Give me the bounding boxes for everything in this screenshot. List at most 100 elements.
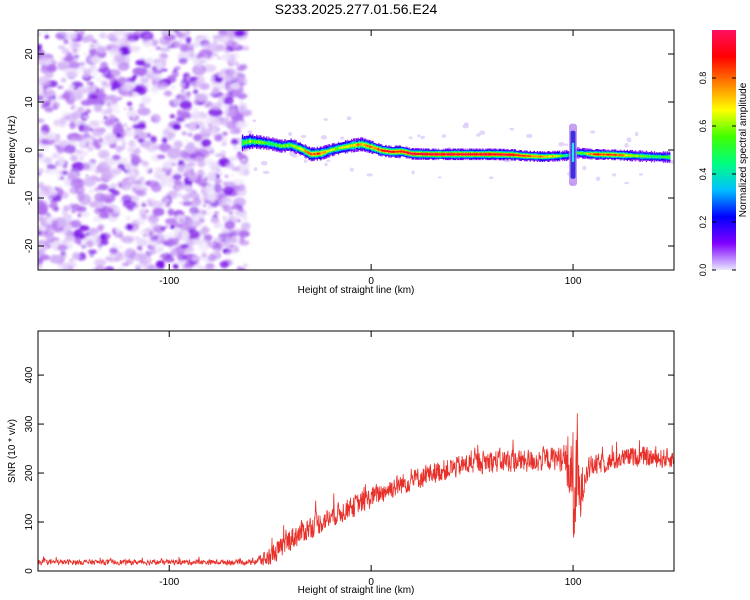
noise-blob — [225, 162, 235, 169]
signal-cell — [429, 153, 432, 156]
signal-cell — [368, 145, 370, 148]
signal-cell — [357, 143, 359, 146]
noise-blob — [142, 40, 153, 47]
signal-cell — [400, 150, 402, 153]
noise-blob — [83, 115, 90, 120]
signal-cell — [405, 151, 407, 154]
signal-cell — [369, 145, 371, 148]
noise-blob — [176, 254, 188, 261]
signal-cell — [359, 143, 361, 146]
signal-cell — [539, 155, 542, 158]
signal-cell — [484, 153, 486, 156]
noise-blob — [237, 151, 242, 155]
noise-blob — [112, 123, 124, 134]
signal-cell — [451, 153, 454, 156]
noise-blob — [87, 122, 93, 126]
noise-blob — [85, 174, 89, 177]
noise-blob — [98, 137, 104, 143]
noise-blob — [207, 123, 213, 127]
signal-cell — [403, 150, 405, 153]
signal-cell — [419, 153, 422, 155]
snr-ytick-label: 0 — [24, 568, 35, 574]
signal-cell — [606, 153, 608, 156]
signal-cell — [528, 155, 531, 157]
signal-cell — [302, 149, 304, 152]
noise-blob — [78, 66, 87, 71]
noise-blob — [104, 119, 115, 126]
signal-cell — [653, 155, 656, 158]
signal-cell — [323, 151, 326, 154]
signal-cell — [538, 155, 541, 158]
noise-blob — [160, 227, 166, 230]
noise-blob — [142, 78, 150, 83]
noise-blob — [76, 107, 85, 112]
noise-blob — [115, 228, 121, 233]
signal-cell — [295, 146, 297, 149]
noise-blob — [178, 82, 185, 88]
noise-blob — [195, 256, 201, 261]
signal-cell — [427, 153, 430, 156]
signal-cell — [512, 153, 514, 156]
signal-cell — [383, 149, 385, 152]
noise-blob — [182, 194, 188, 200]
signal-cell — [415, 153, 417, 155]
noise-speck — [503, 159, 511, 163]
noise-blob — [143, 62, 151, 69]
noise-blob — [68, 61, 80, 69]
noise-blob — [107, 103, 110, 107]
noise-blob — [40, 248, 46, 254]
noise-blob — [173, 140, 183, 149]
signal-cell — [312, 153, 314, 156]
spectrogram-ytick-label: 0 — [24, 147, 35, 153]
noise-blob — [96, 78, 102, 82]
noise-blob — [207, 43, 221, 53]
signal-cell — [284, 144, 286, 147]
noise-blob — [207, 253, 217, 262]
noise-blob — [140, 30, 154, 41]
noise-blob — [187, 154, 191, 157]
noise-blob — [185, 139, 188, 143]
signal-cell — [321, 151, 324, 155]
noise-blob — [69, 40, 79, 51]
signal-cell — [325, 150, 328, 153]
colorbar-tick-label: 0.0 — [698, 264, 708, 277]
noise-blob — [202, 55, 209, 58]
noise-speck — [408, 136, 413, 139]
signal-cell — [465, 153, 467, 156]
noise-blob — [117, 245, 123, 249]
noise-blob — [53, 138, 61, 143]
noise-blob — [128, 45, 137, 53]
noise-blob — [128, 91, 133, 97]
noise-blob — [40, 233, 46, 237]
noise-blob — [144, 83, 151, 87]
noise-blob — [167, 132, 176, 139]
signal-cell — [376, 147, 378, 150]
noise-blob — [91, 127, 104, 137]
noise-blob — [77, 213, 82, 218]
signal-cell — [546, 155, 549, 158]
signal-cell — [513, 154, 515, 156]
signal-cell — [485, 153, 487, 156]
signal-cell — [273, 143, 275, 146]
signal-cell — [601, 153, 603, 156]
signal-track — [241, 133, 671, 163]
signal-cell — [379, 148, 381, 151]
noise-speck — [589, 130, 596, 134]
signal-cell — [412, 152, 414, 155]
signal-cell — [259, 141, 261, 144]
noise-blob — [126, 140, 137, 148]
noise-blob — [177, 32, 188, 40]
noise-blob — [162, 161, 172, 169]
noise-blob — [71, 161, 85, 172]
signal-cell — [559, 155, 562, 157]
signal-cell — [464, 153, 466, 156]
signal-cell — [437, 153, 440, 156]
signal-cell — [329, 149, 332, 152]
noise-blob — [243, 45, 249, 49]
signal-cell — [590, 153, 592, 155]
signal-cell — [549, 155, 552, 158]
noise-blob — [83, 52, 87, 56]
noise-blob — [70, 155, 78, 162]
signal-cell — [261, 141, 263, 144]
